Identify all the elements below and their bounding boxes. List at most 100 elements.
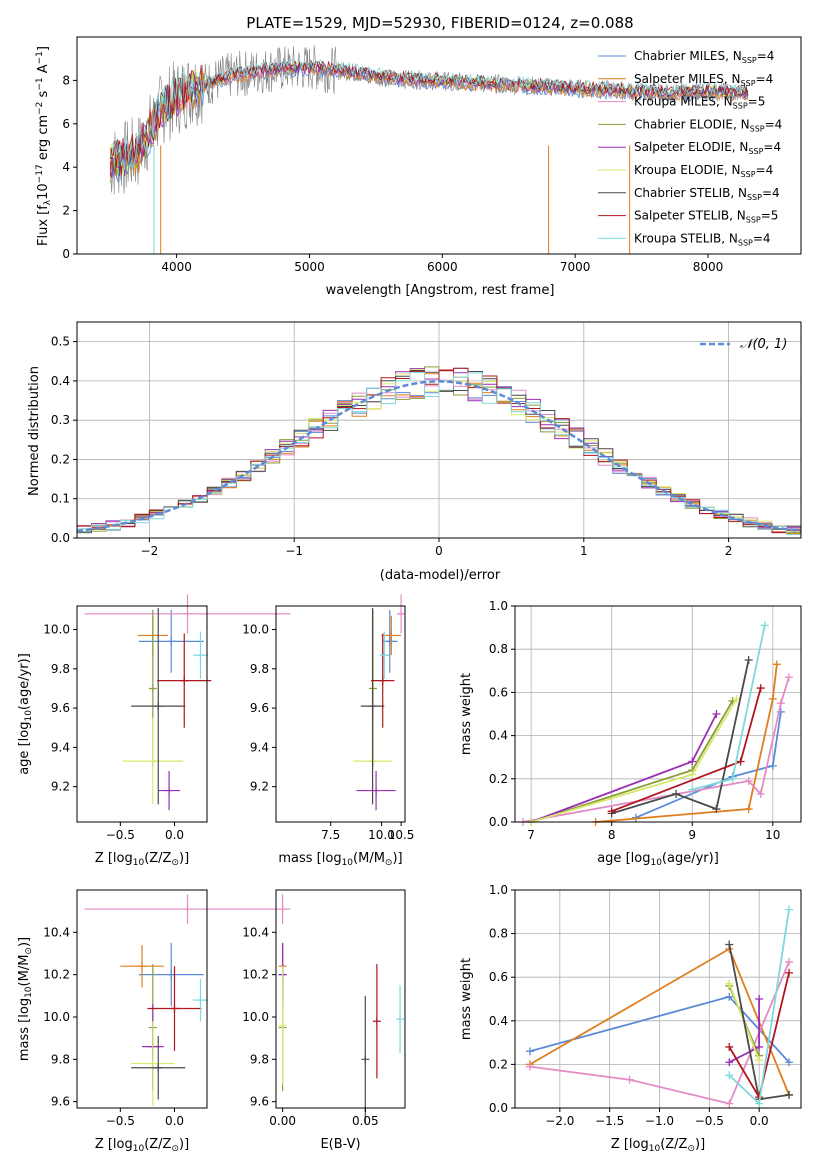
z-weight-marker (755, 1099, 764, 1108)
z-mass-point-salpeter-stelib (147, 966, 202, 1051)
histogram-ytick-label: 0.5 (51, 335, 70, 349)
mass-age-xlabel-label: mass [log (278, 851, 341, 866)
legend-label-sub: SSP (748, 147, 763, 156)
z-age-point-salpeter-elodie (158, 770, 180, 811)
z-age-xlabel-labelsub2: ⊙ (171, 858, 179, 868)
z-age-point-kroupa-stelib (192, 631, 209, 679)
z-weight-frame (514, 889, 802, 1109)
mass-age-point-kroupa-miles (397, 594, 406, 634)
z-weight-xlabel-label: Z [log (611, 1137, 649, 1152)
histogram-ytick-label: 0.2 (51, 452, 70, 466)
mass-age-point-salpeter-stelib (370, 633, 395, 728)
mass-age-marker (372, 786, 381, 795)
age-weight-marker (607, 807, 616, 816)
spectrum-ytick-label: 6 (62, 117, 70, 131)
z-weight-marker (725, 1071, 734, 1080)
age-weight-series-salpeter-elodie (527, 710, 721, 826)
ebv-mass-panel: 0.00 0.05 9.6 9.8 10.0 10.2 10.4 E(B-V) (242, 889, 406, 1152)
z-weight-marker (625, 1075, 634, 1084)
z-age-ytick-label: 9.8 (51, 662, 70, 676)
z-weight-marker (785, 1090, 794, 1099)
spectrum-xtick-label: 4000 (161, 260, 192, 274)
z-mass-xlabel-labelrest: (Z/Z (144, 1137, 171, 1152)
z-weight-xtick-label: 0.0 (750, 1114, 769, 1128)
z-mass-ytick-label: 9.6 (51, 1095, 70, 1109)
z-age-point-kroupa-miles (84, 594, 291, 634)
age-weight-marker (732, 694, 741, 703)
legend-label-sub: SSP (742, 56, 757, 65)
age-weight-marker (744, 805, 753, 814)
age-weight-marker (784, 673, 793, 682)
age-weight-xtick-label: 7 (527, 828, 535, 842)
mass-age-point-salpeter-elodie (356, 770, 396, 811)
age-weight-marker (744, 656, 753, 664)
age-weight-ytick-label: 0.0 (489, 815, 508, 829)
ebv-mass-xtick-label: 0.00 (269, 1114, 296, 1128)
z-mass-ytick-label: 10.4 (43, 925, 70, 939)
legend-label-sub: SSP (750, 124, 765, 133)
mass-age-xlabel-labelend: )] (392, 851, 402, 866)
mass-age-xlabel: mass [log10(M/M⊙)] (278, 851, 402, 868)
z-mass-marker (170, 1004, 179, 1013)
z-weight-marker (725, 992, 734, 1001)
age-weight-marker (744, 776, 753, 785)
legend-label-chabrier-miles: Chabrier MILES, NSSP=4 (634, 49, 774, 65)
z-weight-panel: −2.0 −1.5 −1.0 −0.5 0.0 0.0 0.2 0.4 0.6 0.8 1.0 Z [… (459, 883, 802, 1154)
z-weight-xlabel-labelend: )] (695, 1137, 705, 1152)
legend-label-text: Chabrier MILES, N (634, 49, 742, 63)
legend-label-value: =4 (756, 163, 774, 177)
z-age-marker (180, 676, 189, 685)
mass-age-xlabel-labelsub2: ⊙ (385, 858, 393, 868)
mass-age-xtick-label: 10.0 (368, 828, 395, 842)
legend-label-text: Salpeter MILES, N (634, 72, 741, 86)
z-weight-marker (725, 979, 734, 988)
ebv-mass-marker (361, 1055, 370, 1064)
z-weight-marker (725, 1058, 734, 1067)
spectrum-lines (109, 45, 749, 254)
z-weight-series-salpeter-elodie (725, 995, 764, 1067)
z-mass-marker (154, 1063, 163, 1072)
spectrum-ylabel-part4: s (36, 90, 51, 101)
legend-label-value: =4 (757, 49, 775, 63)
age-weight-marker (760, 621, 769, 630)
mass-age-xlabel-labelrest: (M/M (353, 851, 385, 866)
legend-label-kroupa-elodie: Kroupa ELODIE, NSSP=4 (634, 163, 773, 179)
ebv-mass-marker (372, 1017, 381, 1026)
legend-label-value: =4 (765, 117, 783, 131)
ebv-mass-marker (278, 905, 287, 914)
ebv-mass-point-chabrier-stelib (361, 995, 370, 1123)
histogram-legend: 𝒩(0, 1) (700, 337, 787, 352)
z-age-marker (196, 651, 205, 660)
z-weight-marker (755, 1042, 764, 1051)
age-weight-line (611, 659, 750, 815)
spectrum-model-kroupa-stelib (110, 58, 749, 171)
spectrum-ylabel-part5: A (36, 64, 51, 77)
mass-age-marker (397, 609, 406, 618)
mass-age-marker (378, 676, 387, 685)
z-age-xtick-label: −0.5 (106, 828, 135, 842)
histogram-xtick-label: 1 (580, 544, 588, 558)
histogram-ytick-label: 0.3 (51, 413, 70, 427)
normal-curve (76, 380, 802, 533)
z-weight-marker (785, 968, 794, 977)
age-weight-marker (688, 785, 697, 794)
z-mass-xlabel-label: Z [log (95, 1137, 133, 1152)
mass-age-ytick-label: 9.8 (250, 662, 269, 676)
z-weight-marker (785, 957, 794, 966)
ebv-mass-ytick-label: 9.6 (250, 1095, 269, 1109)
legend-label-sub: SSP (747, 193, 762, 202)
spectrum-ylabel-sup3: −1 (35, 77, 45, 90)
spectrum-ylabel-sup4: −1 (35, 51, 45, 64)
spectrum-axes: 4000 5000 6000 7000 8000 0 2 4 6 8 (62, 36, 802, 274)
z-weight-marker (725, 1099, 734, 1108)
z-mass-point-salpeter-miles (120, 945, 164, 988)
z-weight-xlabel-labelsub2: ⊙ (687, 1144, 695, 1154)
histogram-xtick-label: −1 (285, 544, 303, 558)
z-mass-xtick-label: −0.5 (106, 1114, 135, 1128)
age-weight-xlabel-labelsub: 10 (650, 858, 662, 868)
legend-label-text: Salpeter STELIB, N (634, 209, 746, 223)
z-age-point-salpeter-stelib (157, 633, 212, 728)
